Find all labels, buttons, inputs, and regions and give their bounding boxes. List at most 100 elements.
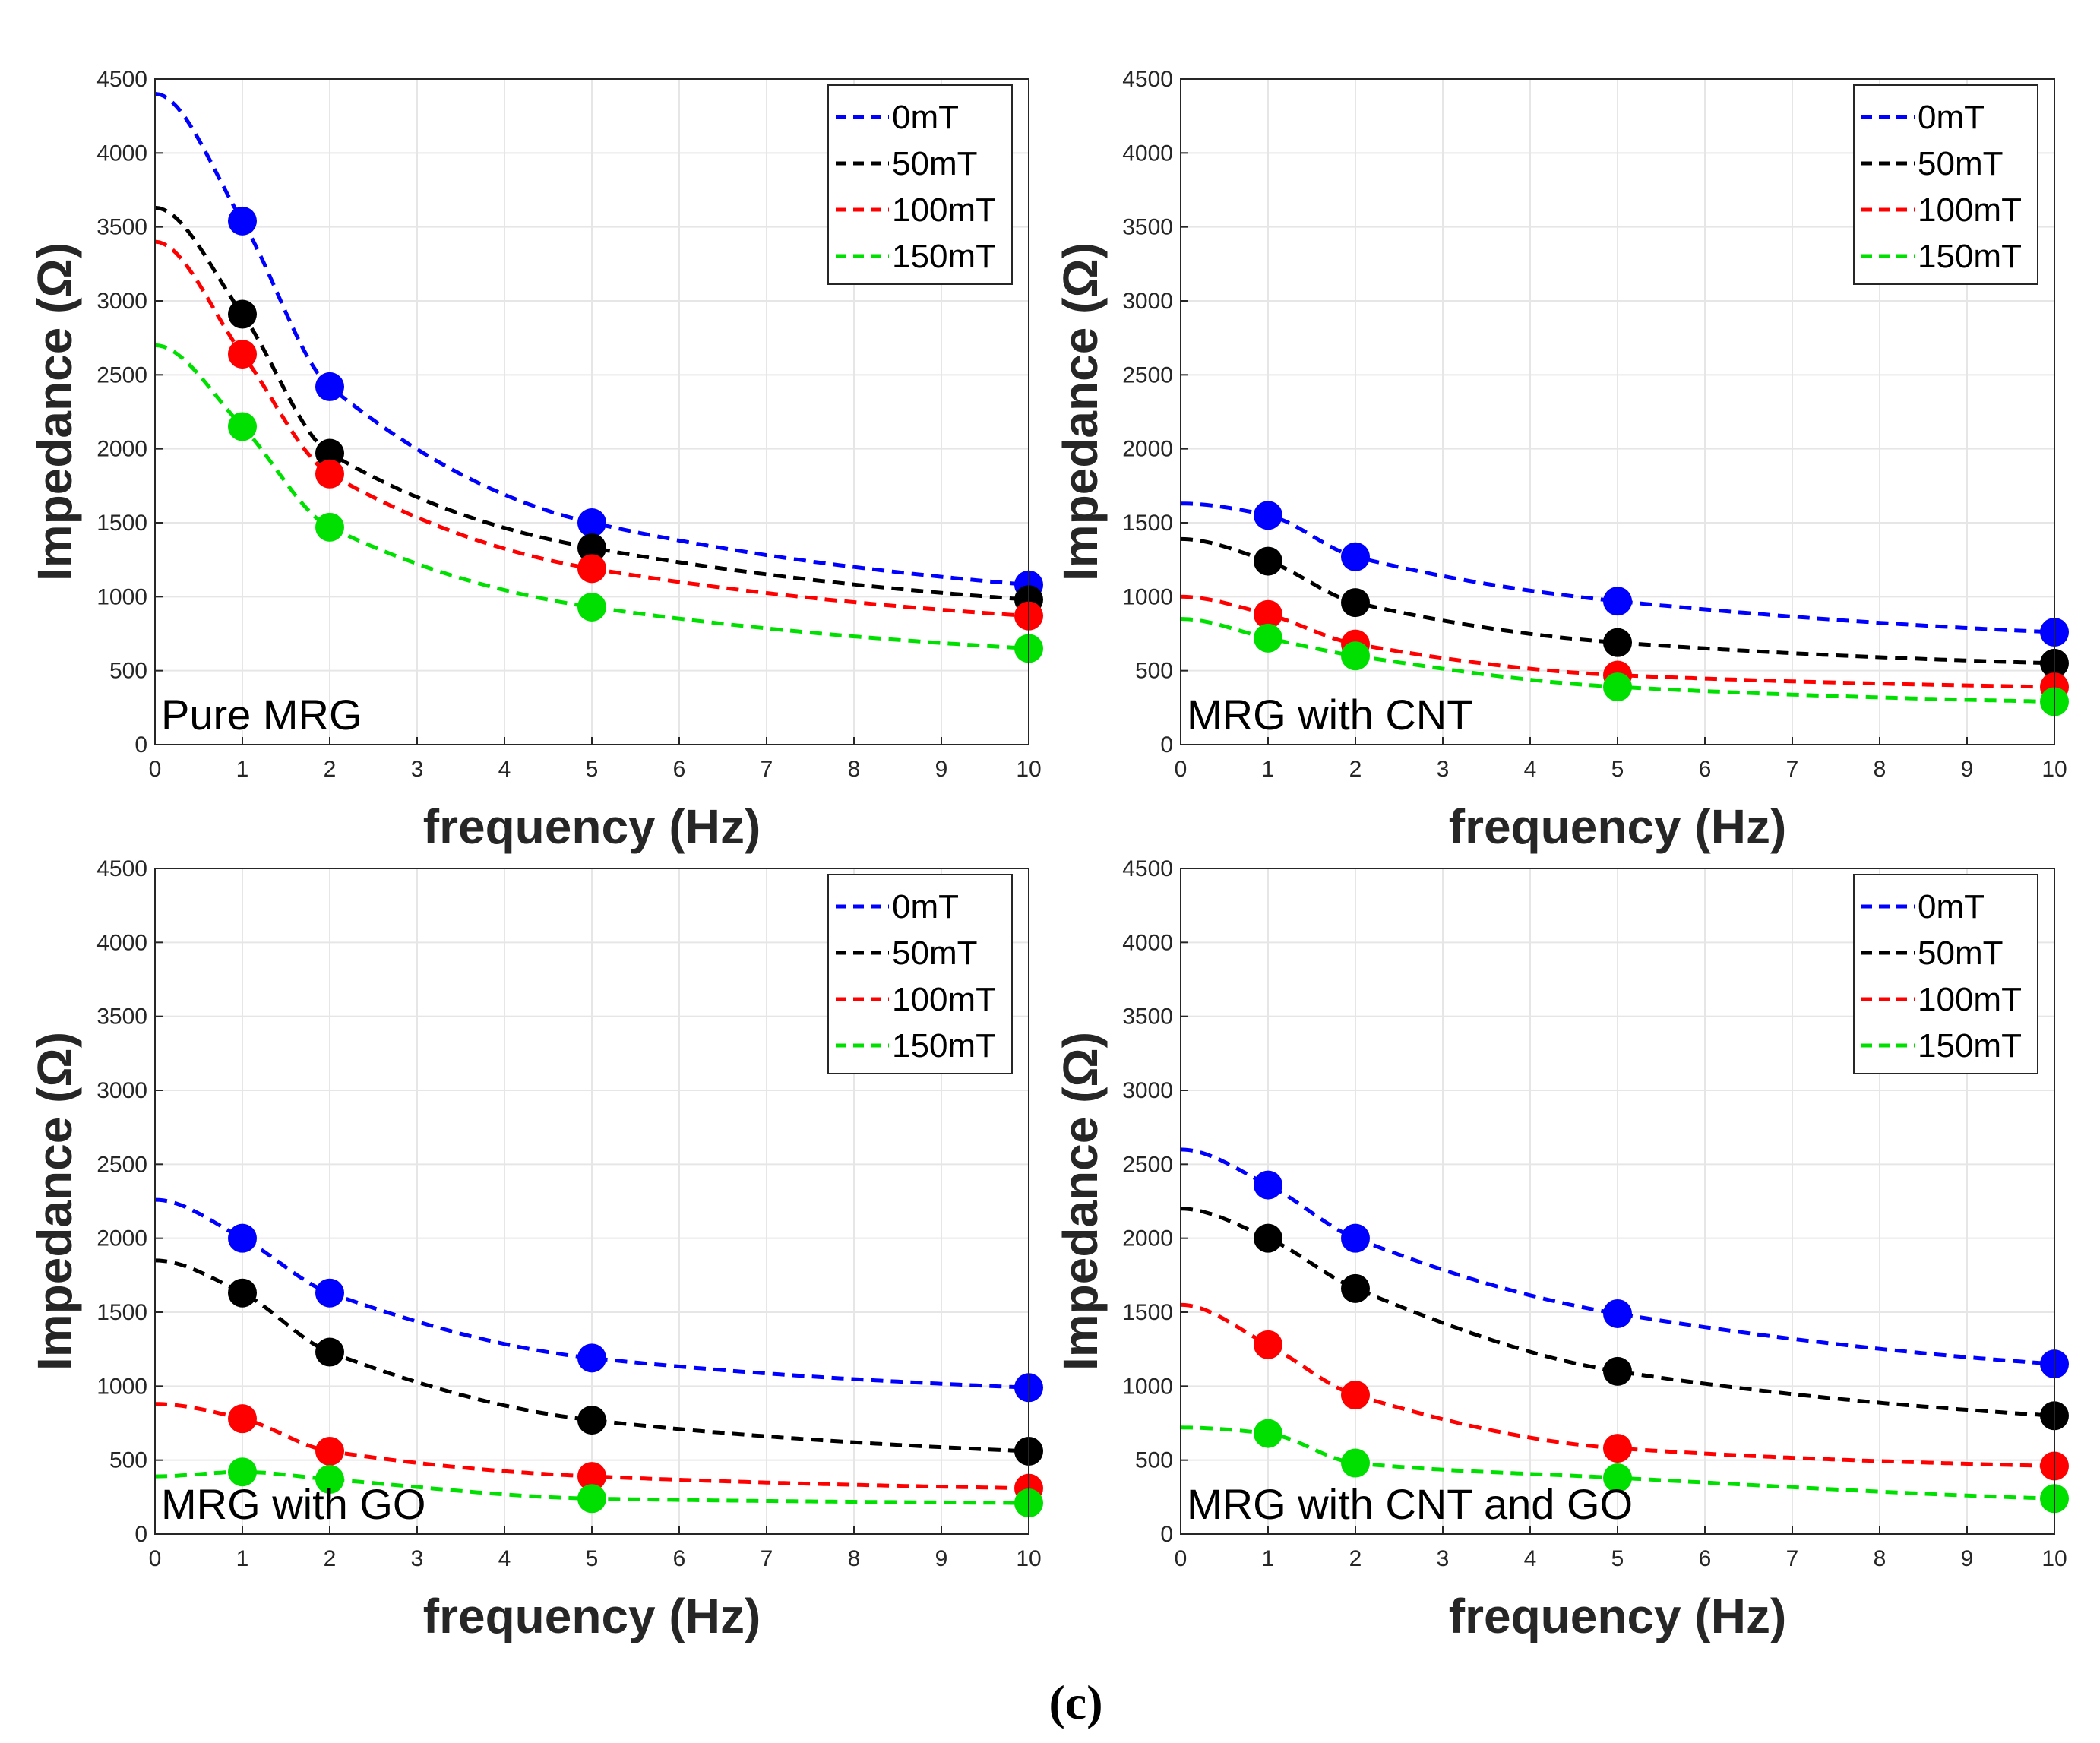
y-tick-label: 1500 (96, 1300, 147, 1325)
y-tick-label: 4000 (1122, 930, 1173, 955)
data-point-100mT (1254, 1330, 1282, 1359)
data-point-50mT (1603, 628, 1632, 657)
y-tick-label: 2000 (1122, 1226, 1173, 1251)
data-point-50mT (1254, 1223, 1282, 1253)
y-tick-label: 1000 (1122, 1374, 1173, 1399)
data-point-150mT (1603, 1463, 1632, 1493)
data-point-0mT (577, 508, 606, 537)
data-point-150mT (1341, 641, 1370, 671)
x-tick-label: 4 (1524, 757, 1537, 782)
chart-panel: 0 1 2 3 4 5 6 7 8 9 10 0 500 1000 1500 2000 2500 3000 3500… (1053, 856, 2069, 1643)
x-tick-label: 5 (1611, 1546, 1624, 1571)
data-point-150mT (315, 512, 344, 542)
figure-caption: (c) (1048, 1675, 1102, 1729)
series-line-50mT (155, 205, 1029, 602)
data-point-150mT (228, 412, 257, 441)
data-point-150mT (577, 592, 606, 622)
y-tick-label: 2500 (96, 1152, 147, 1177)
data-point-0mT (1341, 1223, 1370, 1253)
x-axis-label: frequency (Hz) (1449, 799, 1787, 854)
y-tick-label: 3000 (1122, 289, 1173, 314)
x-tick-label: 3 (411, 1546, 424, 1571)
y-tick-label: 4500 (1122, 856, 1173, 881)
x-tick-label: 5 (586, 1546, 599, 1571)
data-point-0mT (228, 206, 257, 236)
legend-label-0mT: 0mT (892, 99, 959, 136)
data-point-0mT (1254, 501, 1282, 530)
legend-label-100mT: 100mT (892, 981, 996, 1018)
axes-frame (154, 868, 1029, 1535)
y-tick-label: 4500 (1122, 67, 1173, 92)
y-tick-label: 1500 (1122, 1300, 1173, 1325)
x-tick-label: 9 (1961, 757, 1974, 782)
legend-label-100mT: 100mT (892, 191, 996, 229)
y-tick-label: 1500 (1122, 511, 1173, 536)
y-tick-label: 3500 (96, 215, 147, 240)
x-axis-label: frequency (Hz) (1449, 1589, 1787, 1643)
axes-frame (154, 78, 1029, 745)
legend-label-150mT: 150mT (892, 238, 996, 275)
chart-panel: 0 1 2 3 4 5 6 7 8 9 10 0 500 1000 1500 2000 2500 3000 3500… (1053, 67, 2069, 854)
data-point-0mT (1254, 1170, 1282, 1200)
x-tick-label: 0 (149, 1546, 162, 1571)
data-point-50mT (577, 1406, 606, 1435)
data-point-100mT (228, 1404, 257, 1434)
legend: 0mT 50mT 100mT 150mT (1853, 84, 2038, 285)
y-tick-label: 4000 (1122, 141, 1173, 166)
data-point-50mT (228, 299, 257, 329)
y-tick-label: 3500 (96, 1004, 147, 1030)
data-point-50mT (577, 533, 606, 563)
data-point-50mT (315, 1337, 344, 1367)
y-axis-label: Impedance (Ω) (27, 242, 82, 581)
x-tick-label: 1 (236, 757, 249, 782)
y-tick-label: 4500 (96, 67, 147, 92)
x-tick-label: 8 (848, 757, 861, 782)
x-tick-label: 4 (498, 757, 511, 782)
x-tick-label: 0 (149, 757, 162, 782)
data-point-0mT (1603, 587, 1632, 616)
data-point-50mT (1341, 588, 1370, 618)
y-axis-label: Impedance (Ω) (1053, 242, 1108, 581)
series-line-0mT (155, 1197, 1029, 1390)
series-line-50mT (155, 1258, 1029, 1454)
data-point-50mT (228, 1278, 257, 1308)
x-tick-label: 1 (1262, 1546, 1275, 1571)
x-tick-label: 4 (498, 1546, 511, 1571)
data-point-0mT (315, 372, 344, 401)
chart-panel: 0 1 2 3 4 5 6 7 8 9 10 0 500 1000 1500 2000 2500 3000 3500… (27, 856, 1043, 1643)
data-point-150mT (1603, 672, 1632, 702)
legend-label-150mT: 150mT (1918, 1027, 2022, 1064)
x-tick-label: 8 (1874, 1546, 1887, 1571)
x-tick-label: 9 (1961, 1546, 1974, 1571)
axes-frame (1180, 868, 2055, 1535)
y-tick-label: 4000 (96, 141, 147, 166)
x-tick-label: 7 (1786, 757, 1799, 782)
x-axis-label: frequency (Hz) (423, 799, 761, 854)
data-point-50mT (1603, 1356, 1632, 1386)
y-tick-label: 2000 (96, 437, 147, 462)
y-tick-label: 3000 (1122, 1078, 1173, 1103)
data-point-100mT (577, 1462, 606, 1492)
data-point-150mT (1341, 1448, 1370, 1478)
y-axis-label: Impedance (Ω) (27, 1032, 82, 1371)
y-tick-label: 1500 (96, 511, 147, 536)
x-tick-label: 6 (1699, 1546, 1712, 1571)
data-point-100mT (315, 459, 344, 489)
y-tick-label: 2000 (1122, 437, 1173, 462)
data-point-100mT (1603, 1434, 1632, 1463)
x-tick-label: 4 (1524, 1546, 1537, 1571)
y-tick-label: 500 (1135, 1448, 1173, 1473)
x-tick-label: 6 (1699, 757, 1712, 782)
y-tick-label: 0 (134, 1522, 147, 1547)
y-tick-label: 1000 (96, 584, 147, 609)
legend-label-100mT: 100mT (1918, 981, 2022, 1018)
x-tick-label: 10 (1016, 1546, 1041, 1571)
y-tick-label: 2500 (96, 362, 147, 388)
axes-frame (1180, 78, 2055, 745)
data-point-0mT (1603, 1299, 1632, 1328)
x-tick-label: 6 (673, 757, 686, 782)
panel-label: MRG with CNT and GO (1187, 1480, 1633, 1528)
data-point-100mT (228, 340, 257, 369)
panel-label: MRG with CNT (1187, 691, 1472, 739)
x-tick-label: 2 (324, 757, 337, 782)
